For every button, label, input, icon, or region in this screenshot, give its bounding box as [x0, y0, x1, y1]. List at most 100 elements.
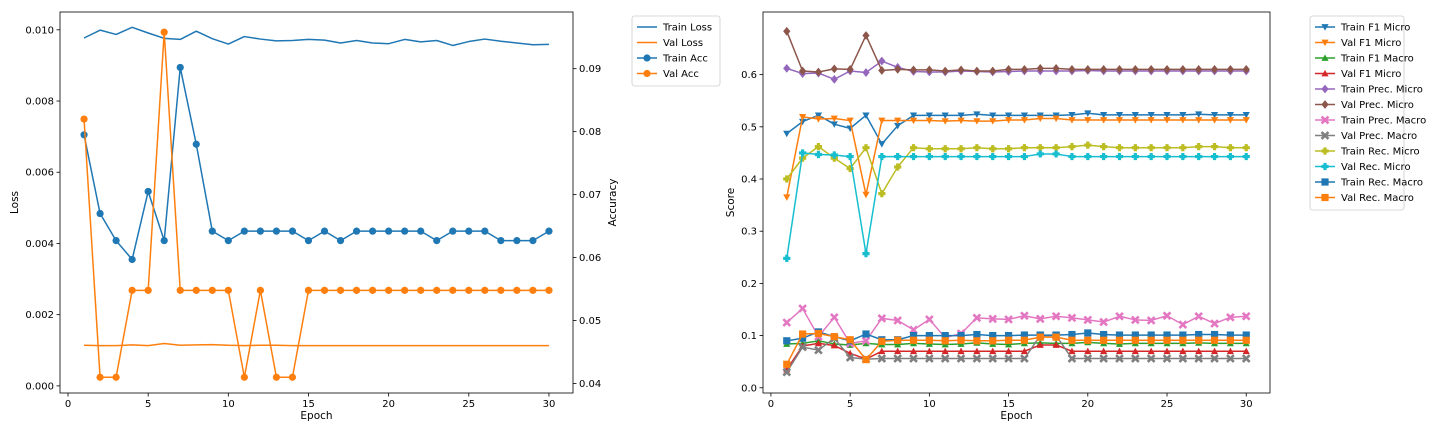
data-point — [894, 122, 902, 130]
legend-label: Train Loss — [662, 23, 712, 34]
data-point — [799, 118, 807, 126]
legend-item: Val Prec. Macro — [1315, 131, 1417, 142]
legend-item: Val Rec. Micro — [1315, 162, 1411, 173]
data-point — [1178, 354, 1188, 363]
data-point — [894, 163, 902, 171]
y-tick-label: 0.002 — [25, 310, 54, 321]
data-point — [1147, 336, 1155, 344]
data-point — [1242, 152, 1250, 161]
data-point — [1004, 117, 1013, 124]
data-point — [1210, 347, 1219, 355]
series-line — [84, 342, 549, 347]
data-point — [1020, 144, 1029, 152]
data-point — [1068, 336, 1076, 344]
data-point — [1115, 111, 1124, 119]
x-tick-label: 5 — [145, 399, 151, 410]
data-point — [1004, 336, 1013, 344]
data-point — [192, 140, 200, 148]
data-point — [1242, 117, 1250, 124]
data-point — [846, 164, 854, 173]
data-point — [941, 118, 949, 125]
data-point — [369, 227, 377, 235]
data-point — [878, 152, 886, 161]
data-point — [1083, 354, 1093, 363]
y2-tick-label: 0.05 — [579, 316, 601, 327]
data-point — [1100, 143, 1108, 151]
data-point — [989, 66, 997, 76]
data-point — [1163, 117, 1171, 124]
series-0 — [83, 26, 549, 47]
data-point — [1020, 331, 1029, 339]
data-point — [1179, 347, 1187, 355]
data-point — [799, 149, 807, 157]
data-point — [1195, 111, 1203, 118]
data-point — [1226, 354, 1235, 363]
data-point — [1084, 65, 1092, 74]
series-line — [786, 116, 1247, 198]
data-point — [1115, 117, 1124, 124]
data-point — [481, 227, 489, 235]
data-point — [1020, 347, 1029, 355]
data-point — [957, 152, 965, 161]
data-point — [1068, 347, 1076, 355]
data-point — [925, 331, 933, 340]
data-point — [1162, 311, 1172, 321]
data-point — [925, 112, 933, 119]
data-point — [1068, 111, 1076, 119]
series-line — [786, 334, 1247, 373]
legend-item: Val Prec. Micro — [1315, 100, 1414, 111]
data-point — [176, 286, 184, 294]
legend-marker — [1321, 193, 1329, 202]
data-point — [401, 286, 409, 294]
data-point — [799, 330, 807, 338]
data-point — [1242, 111, 1250, 119]
data-point — [1036, 333, 1044, 341]
data-point — [862, 31, 870, 40]
legend-marker — [1321, 100, 1329, 109]
data-point — [385, 227, 393, 235]
data-point — [1036, 150, 1044, 158]
data-point — [112, 237, 120, 245]
data-point — [940, 354, 950, 363]
data-point — [1115, 347, 1124, 355]
x-tick-label: 10 — [923, 399, 936, 410]
data-point — [909, 144, 918, 152]
data-point — [830, 64, 838, 74]
data-point — [1100, 347, 1108, 355]
data-point — [449, 227, 457, 235]
series-11 — [783, 329, 1250, 368]
legend-item: Train Loss — [637, 23, 712, 34]
data-point — [240, 373, 248, 381]
y-tick-label: 0.000 — [25, 381, 54, 392]
data-point — [545, 227, 553, 235]
data-point — [973, 66, 981, 76]
legend-item: Train Acc — [637, 54, 708, 65]
data-point — [782, 367, 792, 377]
data-point — [128, 255, 136, 264]
data-point — [144, 286, 152, 294]
data-point — [877, 314, 887, 323]
data-point — [1004, 354, 1013, 363]
data-point — [1052, 333, 1060, 341]
data-point — [1163, 347, 1171, 355]
data-point — [973, 347, 981, 355]
legend-label: Train Acc — [662, 54, 708, 65]
data-point — [224, 237, 232, 245]
data-point — [1020, 152, 1029, 161]
legend-marker — [1321, 69, 1329, 77]
data-point — [1242, 336, 1250, 344]
data-point — [529, 286, 537, 294]
data-point — [272, 227, 281, 235]
data-point — [1131, 336, 1139, 344]
data-point — [973, 330, 981, 339]
series-3 — [80, 28, 553, 381]
data-point — [1100, 336, 1108, 344]
data-point — [1100, 65, 1108, 74]
data-point — [529, 237, 537, 245]
data-point — [862, 191, 870, 199]
data-point — [783, 337, 791, 345]
data-point — [401, 227, 409, 235]
x-tick-label: 30 — [1240, 399, 1253, 410]
data-point — [1004, 340, 1013, 348]
data-point — [1051, 311, 1061, 321]
